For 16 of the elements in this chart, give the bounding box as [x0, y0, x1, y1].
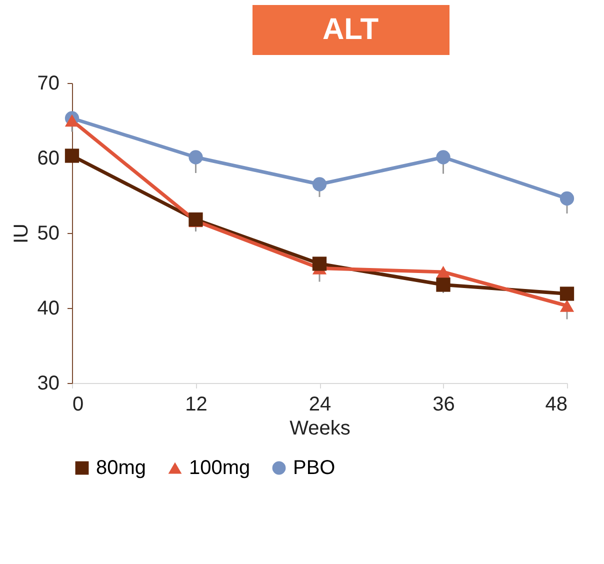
chart-title: ALT: [322, 13, 379, 46]
y-tick-label: 30: [37, 372, 60, 394]
legend-label: 80mg: [96, 457, 146, 479]
y-tick-label: 60: [37, 148, 60, 170]
y-tick-label: 70: [37, 72, 60, 94]
x-tick-label: 0: [72, 394, 84, 416]
y-tick-label: 50: [37, 222, 60, 244]
x-tick-label: 24: [308, 394, 332, 416]
legend-label: PBO: [293, 457, 336, 479]
x-tick-label: 36: [432, 394, 455, 416]
legend-label: 100mg: [189, 457, 250, 479]
x-tick-label: 12: [185, 394, 208, 416]
y-axis-title: IU: [10, 224, 32, 244]
x-tick-label: 48: [545, 394, 568, 416]
x-axis-title: Weeks: [290, 418, 350, 440]
y-tick-label: 40: [37, 298, 60, 320]
